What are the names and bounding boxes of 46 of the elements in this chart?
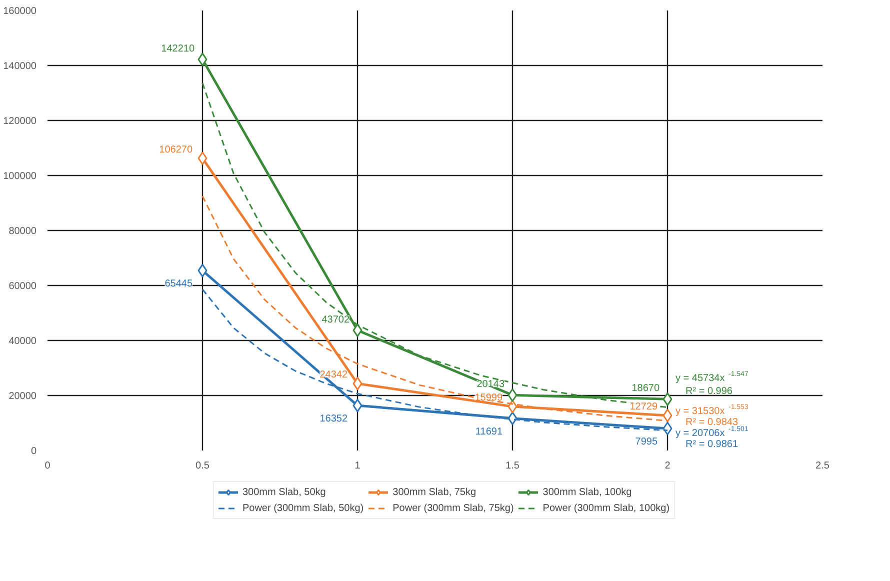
- data-label: 18670: [632, 383, 660, 394]
- data-label: 106270: [159, 144, 193, 156]
- data-label: 142210: [161, 43, 195, 54]
- y-tick-label: 160000: [3, 6, 37, 17]
- y-tick-label: 40000: [8, 336, 37, 347]
- data-label: 12729: [630, 401, 658, 412]
- x-tick-label: 1: [354, 460, 361, 472]
- point: [352, 324, 362, 338]
- point: [352, 376, 362, 390]
- data-label: 65445: [164, 278, 193, 290]
- point: [198, 264, 208, 278]
- y-tick-label: 140000: [3, 61, 37, 72]
- data-label: 7995: [635, 436, 658, 448]
- point: [198, 152, 208, 166]
- point: [662, 408, 672, 422]
- legend-label: Power (300mm Slab, 100kg): [542, 502, 670, 514]
- y-tick-label: 60000: [8, 281, 37, 292]
- y-tick-label: 120000: [3, 116, 37, 127]
- x-tick-label: 2: [664, 460, 671, 472]
- y-tick-label: 20000: [8, 391, 37, 402]
- x-tick-label: 0: [44, 460, 51, 472]
- legend-label: Power (300mm Slab, 75kg): [392, 502, 514, 514]
- point: [662, 422, 672, 436]
- annotation: R² = 0.9861: [686, 438, 738, 450]
- data-label: 11691: [475, 426, 503, 438]
- x-tick-label: 2.5: [816, 460, 830, 472]
- x-tick-label: 1.5: [506, 460, 520, 472]
- legend-label: Power (300mm Slab, 50kg): [242, 502, 364, 514]
- point: [662, 392, 672, 406]
- x-tick-label: 0.5: [196, 460, 210, 472]
- legend-label: 300mm Slab, 75kg: [392, 486, 476, 498]
- y-tick-label: 0: [30, 446, 37, 457]
- data-label: 43702: [322, 314, 350, 326]
- point: [508, 388, 518, 402]
- legend-label: 300mm Slab, 50kg: [242, 486, 326, 498]
- data-label: 15999: [474, 392, 503, 404]
- point: [352, 398, 362, 412]
- data-label: 16352: [320, 414, 348, 425]
- legend-label: 300mm Slab, 100kg: [542, 486, 632, 498]
- point: [508, 412, 518, 426]
- data-label: 24342: [320, 370, 348, 381]
- y-tick-label: 80000: [8, 226, 37, 237]
- y-tick-label: 100000: [3, 171, 37, 182]
- point: [198, 52, 208, 66]
- annotation: R² = 0.996: [686, 386, 733, 397]
- data-label: 20143: [476, 379, 505, 390]
